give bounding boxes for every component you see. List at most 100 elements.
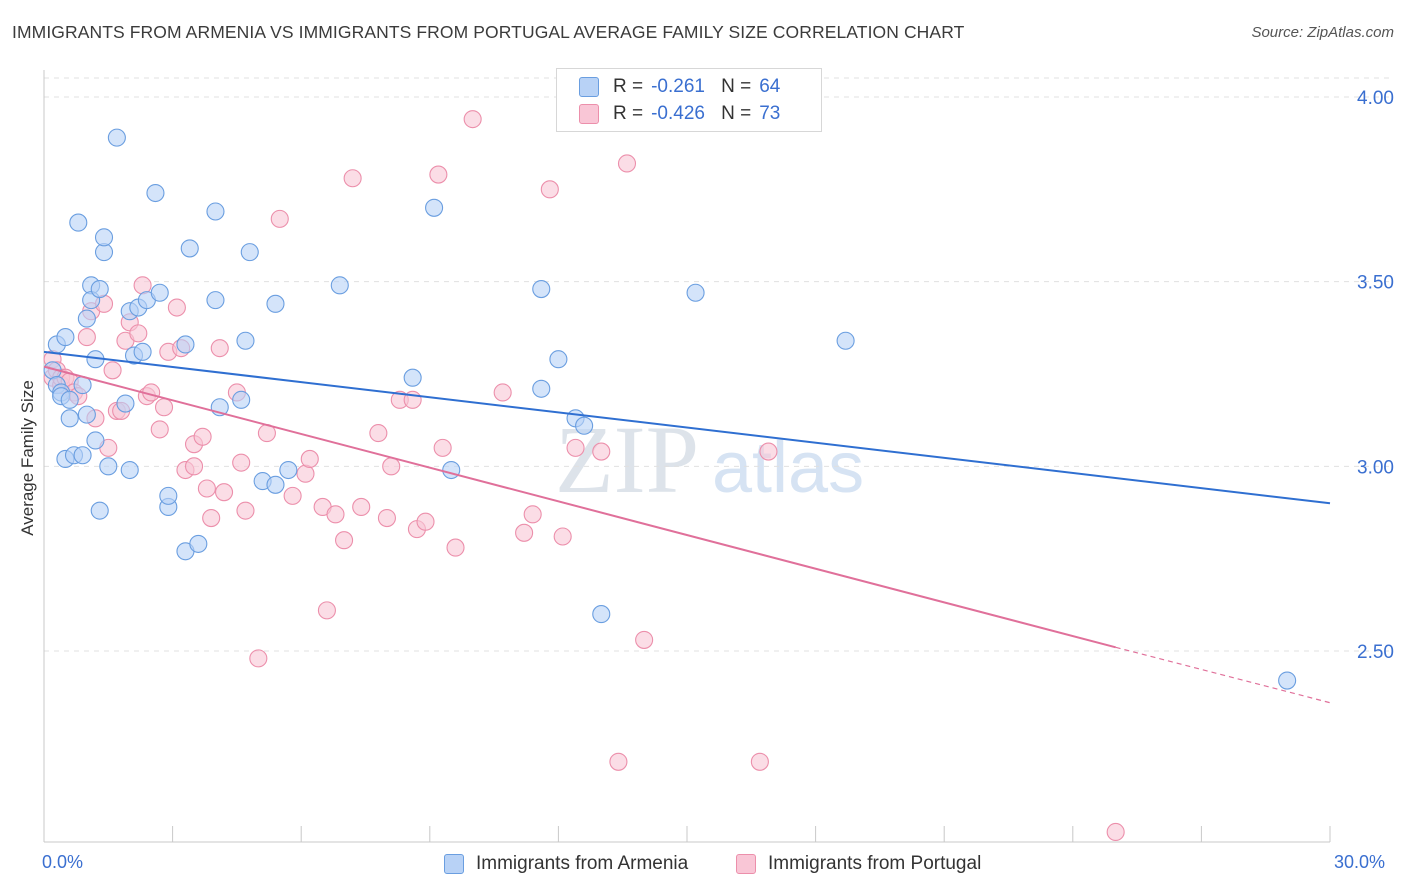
y-tick-label: 2.50 bbox=[1357, 642, 1394, 663]
portugal-point bbox=[236, 501, 255, 520]
portugal-trend-extension bbox=[1115, 646, 1331, 704]
armenia-point bbox=[279, 460, 298, 480]
portugal-point bbox=[210, 339, 229, 358]
watermark-atlas: atlas bbox=[712, 428, 864, 508]
armenia-point bbox=[266, 475, 285, 494]
armenia-point bbox=[150, 283, 169, 302]
portugal-point bbox=[317, 601, 336, 620]
n-value: 64 bbox=[759, 76, 781, 97]
portugal-point bbox=[154, 398, 174, 417]
armenia-point bbox=[146, 183, 165, 203]
portugal-point bbox=[326, 505, 345, 524]
portugal-point bbox=[523, 505, 542, 524]
armenia-trend-line bbox=[43, 350, 1331, 505]
portugal-point bbox=[493, 383, 512, 402]
armenia-point bbox=[240, 243, 259, 262]
portugal-legend-label: Immigrants from Portugal bbox=[768, 853, 982, 874]
legend-row-portugal: R = -0.426 N = 73 bbox=[579, 102, 780, 126]
armenia-point bbox=[69, 213, 88, 232]
portugal-point bbox=[193, 427, 212, 446]
armenia-point bbox=[330, 276, 349, 295]
portugal-swatch bbox=[579, 104, 599, 124]
armenia-point bbox=[180, 239, 199, 258]
portugal-point bbox=[617, 154, 637, 173]
portugal-point bbox=[635, 630, 654, 649]
legend-row-armenia: R = -0.261 N = 64 bbox=[579, 75, 780, 99]
r-label: R = bbox=[613, 103, 644, 124]
x-max-label: 30.0% bbox=[1334, 852, 1386, 872]
armenia-point bbox=[90, 280, 109, 299]
armenia-swatch bbox=[579, 77, 599, 97]
armenia-point bbox=[60, 390, 79, 409]
portugal-point bbox=[515, 523, 534, 542]
armenia-point bbox=[73, 446, 92, 465]
armenia-point bbox=[159, 486, 178, 505]
armenia-point bbox=[532, 379, 551, 398]
portugal-point bbox=[335, 531, 354, 550]
armenia-point bbox=[232, 390, 251, 409]
portugal-point bbox=[300, 449, 319, 468]
armenia-point bbox=[133, 342, 152, 361]
y-tick-label: 3.00 bbox=[1357, 457, 1394, 478]
armenia-point bbox=[549, 350, 568, 369]
armenia-legend-label: Immigrants from Armenia bbox=[476, 853, 689, 874]
r-value: -0.261 bbox=[651, 76, 705, 97]
y-tick-label: 3.50 bbox=[1357, 273, 1394, 294]
portugal-point bbox=[433, 438, 452, 457]
r-value: -0.426 bbox=[651, 103, 705, 124]
x-min-label: 0.0% bbox=[42, 852, 84, 872]
armenia-point bbox=[107, 128, 126, 147]
chart-title: IMMIGRANTS FROM ARMENIA VS IMMIGRANTS FR… bbox=[12, 22, 965, 42]
armenia-point bbox=[266, 294, 285, 313]
armenia-point bbox=[176, 335, 195, 354]
armenia-point bbox=[90, 501, 109, 520]
portugal-trend-line bbox=[43, 365, 1116, 649]
armenia-point bbox=[116, 394, 135, 413]
armenia-point bbox=[206, 202, 225, 221]
portugal-point bbox=[446, 538, 465, 557]
armenia-point bbox=[425, 198, 444, 217]
n-value: 73 bbox=[759, 103, 781, 124]
armenia-point bbox=[99, 457, 118, 476]
armenia-point bbox=[94, 228, 114, 247]
bottom-legend-armenia: Immigrants from Armenia bbox=[444, 852, 688, 876]
armenia-point bbox=[592, 605, 611, 624]
portugal-point bbox=[592, 442, 611, 461]
portugal-point bbox=[270, 209, 289, 228]
portugal-point bbox=[1106, 822, 1125, 842]
armenia-point bbox=[120, 460, 139, 480]
portugal-point bbox=[429, 165, 448, 184]
portugal-point bbox=[382, 457, 401, 476]
portugal-point bbox=[759, 442, 778, 461]
portugal-point bbox=[463, 110, 482, 129]
portugal-point bbox=[540, 180, 559, 199]
portugal-point bbox=[77, 328, 96, 347]
n-label: N = bbox=[721, 103, 752, 124]
armenia-point bbox=[403, 368, 422, 387]
portugal-point bbox=[150, 420, 169, 439]
n-label: N = bbox=[721, 76, 752, 97]
portugal-point bbox=[377, 508, 396, 528]
armenia-point bbox=[77, 405, 96, 424]
portugal-point bbox=[197, 479, 216, 498]
armenia-point bbox=[56, 328, 75, 347]
armenia-point bbox=[236, 331, 255, 350]
portugal-point bbox=[167, 298, 186, 317]
portugal-point bbox=[352, 497, 371, 517]
portugal-point bbox=[553, 527, 572, 546]
armenia-point bbox=[60, 409, 79, 428]
source-label: Source: ZipAtlas.com bbox=[1251, 24, 1394, 41]
armenia-point bbox=[442, 460, 461, 480]
portugal-point bbox=[129, 324, 148, 343]
portugal-point bbox=[283, 486, 302, 505]
armenia-point bbox=[86, 431, 105, 450]
portugal-point bbox=[184, 457, 204, 476]
bottom-legend-portugal: Immigrants from Portugal bbox=[736, 852, 981, 876]
armenia-point bbox=[575, 416, 594, 435]
y-tick-label: 4.00 bbox=[1357, 88, 1394, 109]
portugal-point bbox=[202, 508, 221, 528]
armenia-point bbox=[836, 331, 855, 350]
portugal-point bbox=[249, 649, 268, 668]
stats-legend: R = -0.261 N = 64 R = -0.426 N = 73 bbox=[556, 68, 822, 132]
